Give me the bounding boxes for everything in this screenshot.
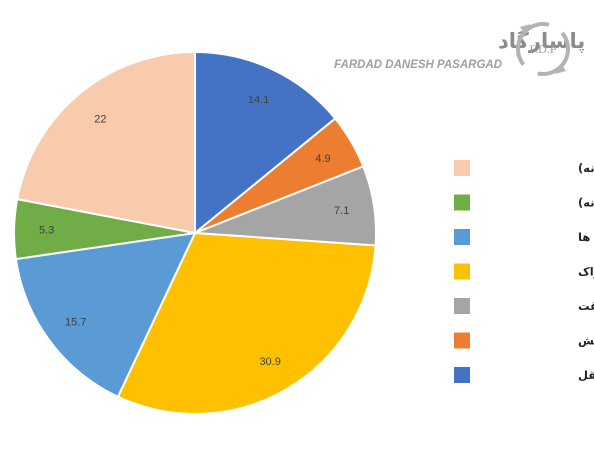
legend-label: لباس و کفش (578, 334, 594, 349)
legend-label: قبوض خدماتی (ماهانه) (578, 196, 594, 211)
legend-label: حمل و نقل (578, 368, 594, 383)
slice-value-label: 5.3 (39, 225, 54, 237)
legend-swatch (454, 263, 470, 280)
legend-swatch (454, 229, 470, 245)
brand-logo-text: F.D.P (529, 42, 556, 56)
slice-value-label: 4.9 (315, 153, 330, 165)
slice-value-label: 22 (94, 114, 106, 126)
pie-data-labels: 14.1 4.9 7.1 30.9 15.7 5.3 22 (39, 94, 349, 368)
pie-slice (194, 50, 337, 236)
legend-swatch (454, 298, 470, 314)
legend-label: رستوران ها (578, 230, 594, 245)
legend-swatch (454, 332, 470, 349)
legend-item: خورد و خوراک (454, 263, 594, 280)
legend-label: خورد و خوراک (578, 265, 594, 280)
brand-header: فرداد دانش پاسارگاد FARDAD DANESH PASARG… (334, 22, 594, 76)
brand-logo-icon: F.D.P (516, 22, 570, 76)
legend-label: ورزش و اوقات فراغت (578, 299, 594, 314)
legend-swatch (454, 367, 470, 383)
legend-swatch (454, 160, 470, 176)
slice-value-label: 30.9 (259, 356, 280, 368)
brand-name-fa: فرداد دانش پاسارگاد (498, 28, 594, 53)
legend-swatch (454, 194, 470, 211)
legend-item: ورزش و اوقات فراغت (454, 298, 594, 314)
legend-item: مسکن (ماهانه) (454, 160, 594, 176)
pie-slice (16, 50, 196, 235)
legend-label: مسکن (ماهانه) (578, 161, 594, 175)
legend-item: حمل و نقل (454, 367, 594, 383)
slice-value-label: 15.7 (65, 316, 86, 328)
legend-item: لباس و کفش (454, 332, 594, 349)
brand-name-en: FARDAD DANESH PASARGAD (334, 59, 502, 71)
legend: مسکن (ماهانه) قبوض خدماتی (ماهانه) رستوران… (454, 160, 594, 383)
legend-item: رستوران ها (454, 229, 594, 245)
legend-item: قبوض خدماتی (ماهانه) (454, 194, 594, 211)
slice-value-label: 7.1 (334, 205, 349, 217)
pie-slices (13, 50, 377, 415)
pie-slice (116, 231, 377, 415)
slice-value-label: 14.1 (248, 94, 269, 106)
pie-slice (14, 231, 197, 399)
